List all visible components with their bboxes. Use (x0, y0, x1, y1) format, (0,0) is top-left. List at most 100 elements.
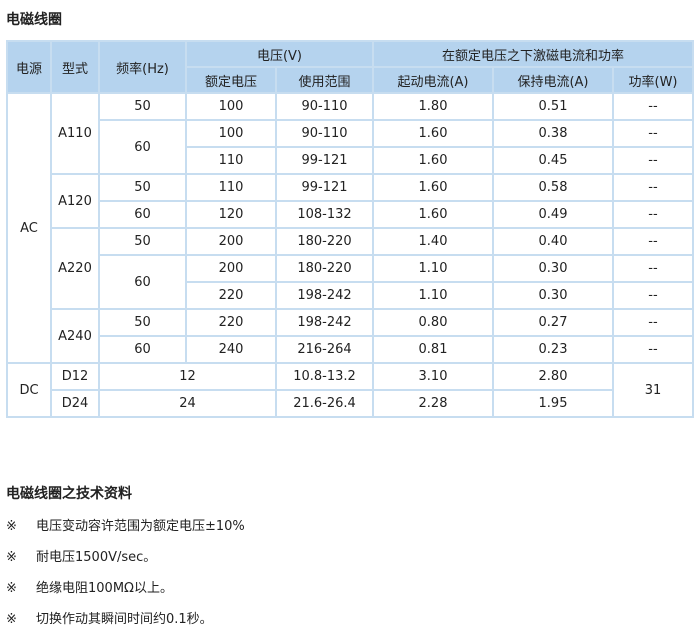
header-start-current: 起动电流(A) (372, 66, 494, 94)
table-row: 220 198-242 1.10 0.30 -- (7, 281, 694, 310)
header-model: 型式 (50, 40, 100, 94)
rated-cell: 100 (185, 92, 277, 121)
start-cell: 1.80 (372, 92, 494, 121)
hold-cell: 1.95 (492, 389, 614, 418)
rated-cell: 200 (185, 227, 277, 256)
power-cell: -- (612, 173, 694, 202)
freq-cell: 50 (98, 173, 187, 202)
range-cell: 99-121 (275, 146, 374, 175)
start-cell: 1.60 (372, 173, 494, 202)
hold-cell: 0.30 (492, 254, 614, 283)
power-cell: -- (612, 335, 694, 364)
note-text: 切换作动其瞬间时间约0.1秒。 (36, 612, 213, 627)
freq-cell: 50 (98, 308, 187, 337)
power-cell: -- (612, 92, 694, 121)
rated-cell: 12 (98, 362, 277, 391)
table-row: A240 50 220 198-242 0.80 0.27 -- (7, 308, 694, 364)
note-item: ※ 绝缘电阻100MΩ以上。 (6, 577, 245, 608)
freq-cell: 60 (98, 119, 187, 175)
rated-cell: 220 (185, 281, 277, 310)
hold-cell: 0.38 (492, 119, 614, 148)
reference-mark-icon: ※ (6, 612, 17, 627)
rated-cell: 100 (185, 119, 277, 148)
hold-cell: 0.45 (492, 146, 614, 175)
coil-spec-table: 电源 型式 频率(Hz) 电压(V) 在额定电压之下激磁电流和功率 额定电压 使… (6, 40, 694, 418)
rated-cell: 24 (98, 389, 277, 418)
range-cell: 108-132 (275, 200, 374, 229)
reference-mark-icon: ※ (6, 519, 17, 534)
start-cell: 1.60 (372, 146, 494, 175)
rated-cell: 110 (185, 173, 277, 202)
start-cell: 1.60 (372, 119, 494, 148)
hold-cell: 0.58 (492, 173, 614, 202)
note-text: 耐电压1500V/sec。 (36, 550, 157, 565)
hold-cell: 0.51 (492, 92, 614, 121)
table-row: A120 50 110 99-121 1.60 0.58 -- (7, 173, 694, 229)
freq-cell: 60 (98, 200, 187, 229)
model-cell: A240 (50, 308, 100, 364)
source-cell: DC (6, 362, 52, 418)
header-voltage: 电压(V) (185, 40, 374, 68)
model-cell: A220 (50, 227, 100, 310)
freq-cell: 60 (98, 335, 187, 364)
power-cell: 31 (612, 362, 694, 418)
start-cell: 1.40 (372, 227, 494, 256)
hold-cell: 0.49 (492, 200, 614, 229)
model-cell: D12 (50, 362, 100, 391)
reference-mark-icon: ※ (6, 581, 17, 596)
start-cell: 0.81 (372, 335, 494, 364)
power-cell: -- (612, 146, 694, 175)
range-cell: 180-220 (275, 254, 374, 283)
range-cell: 90-110 (275, 119, 374, 148)
source-cell: AC (6, 92, 52, 364)
header-source: 电源 (6, 40, 52, 94)
range-cell: 198-242 (275, 281, 374, 310)
table-row: 60 200 180-220 1.10 0.30 -- (7, 254, 694, 310)
freq-cell: 60 (98, 254, 187, 310)
note-item: ※ 耐电压1500V/sec。 (6, 546, 245, 577)
page-title: 电磁线圈 (6, 12, 62, 28)
rated-cell: 110 (185, 146, 277, 175)
hold-cell: 0.27 (492, 308, 614, 337)
table-row: AC A110 50 100 90-110 1.80 0.51 -- (6, 92, 694, 364)
range-cell: 216-264 (275, 335, 374, 364)
start-cell: 1.10 (372, 281, 494, 310)
freq-cell: 50 (98, 227, 187, 256)
header-hold-current: 保持电流(A) (492, 66, 614, 94)
start-cell: 1.10 (372, 254, 494, 283)
rated-cell: 120 (185, 200, 277, 229)
power-cell: -- (612, 254, 694, 283)
start-cell: 2.28 (372, 389, 494, 418)
range-cell: 180-220 (275, 227, 374, 256)
power-cell: -- (612, 119, 694, 148)
table-row: DC D12 12 10.8-13.2 3.10 2.80 31 (6, 362, 694, 418)
note-item: ※ 电压变动容许范围为额定电压±10% (6, 515, 245, 546)
hold-cell: 0.40 (492, 227, 614, 256)
header-frequency: 频率(Hz) (98, 40, 187, 94)
power-cell: -- (612, 281, 694, 310)
table-row: D24 24 21.6-26.4 2.28 1.95 (7, 389, 693, 418)
model-cell: D24 (50, 389, 100, 418)
note-text: 绝缘电阻100MΩ以上。 (36, 581, 173, 596)
table-row: A220 50 200 180-220 1.40 0.40 -- (7, 227, 694, 310)
hold-cell: 0.23 (492, 335, 614, 364)
table-row: 60 120 108-132 1.60 0.49 -- (7, 200, 694, 229)
tech-notes: ※ 电压变动容许范围为额定电压±10% ※ 耐电压1500V/sec。 ※ 绝缘电阻1… (6, 515, 245, 639)
power-cell: -- (612, 200, 694, 229)
header-row: 电源 型式 频率(Hz) 电压(V) 在额定电压之下激磁电流和功率 (6, 40, 694, 94)
note-item: ※ 切换作动其瞬间时间约0.1秒。 (6, 608, 245, 639)
model-cell: A110 (50, 92, 100, 175)
freq-cell: 50 (98, 92, 187, 121)
start-cell: 1.60 (372, 200, 494, 229)
table-row: 110 99-121 1.60 0.45 -- (7, 146, 694, 175)
header-row: 额定电压 使用范围 起动电流(A) 保持电流(A) 功率(W) (7, 66, 694, 94)
rated-cell: 240 (185, 335, 277, 364)
start-cell: 0.80 (372, 308, 494, 337)
rated-cell: 200 (185, 254, 277, 283)
power-cell: -- (612, 308, 694, 337)
header-power: 功率(W) (612, 66, 694, 94)
header-rated-voltage: 额定电压 (185, 66, 277, 94)
note-text: 电压变动容许范围为额定电压±10% (36, 519, 245, 534)
model-cell: A120 (50, 173, 100, 229)
header-range: 使用范围 (275, 66, 374, 94)
